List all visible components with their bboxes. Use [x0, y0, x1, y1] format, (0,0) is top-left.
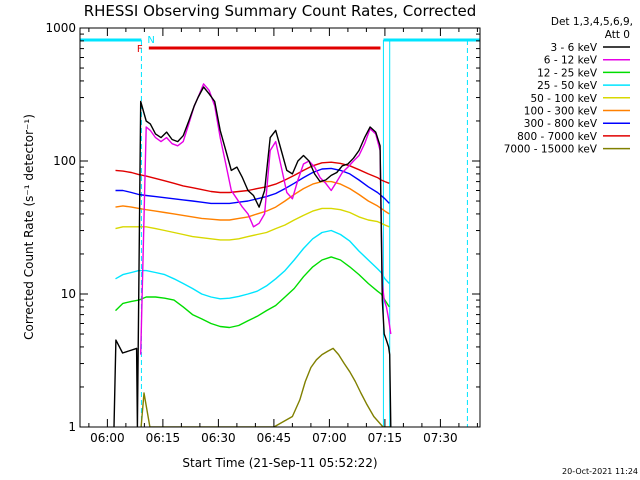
chart-title: RHESSI Observing Summary Count Rates, Co…	[84, 2, 477, 20]
legend-label-6: 300 - 800 keV	[524, 118, 598, 130]
plot-area: NF	[79, 27, 481, 428]
x-tick-label-0: 06:00	[90, 431, 125, 445]
series-line-4	[115, 207, 390, 241]
saa-marker-label: N	[147, 35, 154, 46]
flare-marker-label: F	[137, 44, 143, 55]
legend-label-0: 3 - 6 keV	[550, 42, 597, 54]
render-timestamp: 20-Oct-2021 11:24	[562, 467, 638, 476]
legend-detectors: Det 1,3,4,5,6,9,	[551, 16, 633, 28]
x-tick-label-3: 06:45	[257, 431, 292, 445]
y-axis-label: Corrected Count Rate (s⁻¹ detector⁻¹)	[22, 114, 36, 340]
legend-label-4: 50 - 100 keV	[530, 93, 597, 105]
y-tick-label-3: 1000	[45, 21, 76, 35]
series-line-8	[140, 347, 391, 427]
x-tick-label-5: 07:15	[368, 431, 403, 445]
legend-label-3: 25 - 50 keV	[537, 80, 598, 92]
y-tick-label-2: 100	[53, 154, 76, 168]
series-line-1	[140, 83, 392, 355]
y-axis: 1 10 100 1000	[45, 21, 480, 434]
legend-label-7: 800 - 7000 keV	[517, 131, 598, 143]
y-tick-label-1: 10	[61, 287, 76, 301]
y-tick-label-0: 1	[68, 420, 76, 434]
x-tick-label-1: 06:15	[146, 431, 181, 445]
legend-attenuator: Att 0	[605, 29, 630, 41]
series-line-7	[115, 161, 390, 194]
series-line-2	[115, 256, 390, 329]
x-tick-label-2: 06:30	[201, 431, 236, 445]
series-line-5	[115, 180, 390, 221]
legend-label-5: 100 - 300 keV	[524, 106, 598, 118]
plot-frame	[79, 27, 481, 428]
legend-label-1: 6 - 12 keV	[544, 55, 598, 67]
legend-label-8: 7000 - 15000 keV	[504, 144, 598, 156]
x-tick-label-4: 07:00	[312, 431, 347, 445]
series-line-6	[115, 167, 390, 205]
x-tick-label-6: 07:30	[423, 431, 458, 445]
series-line-0	[113, 86, 392, 427]
x-axis: 06:00 06:15 06:30 06:45 07:00 07:15 07:30	[88, 28, 478, 445]
series-line-3	[115, 229, 390, 300]
x-axis-label: Start Time (21-Sep-11 05:52:22)	[182, 456, 377, 470]
legend-label-2: 12 - 25 keV	[537, 67, 598, 79]
